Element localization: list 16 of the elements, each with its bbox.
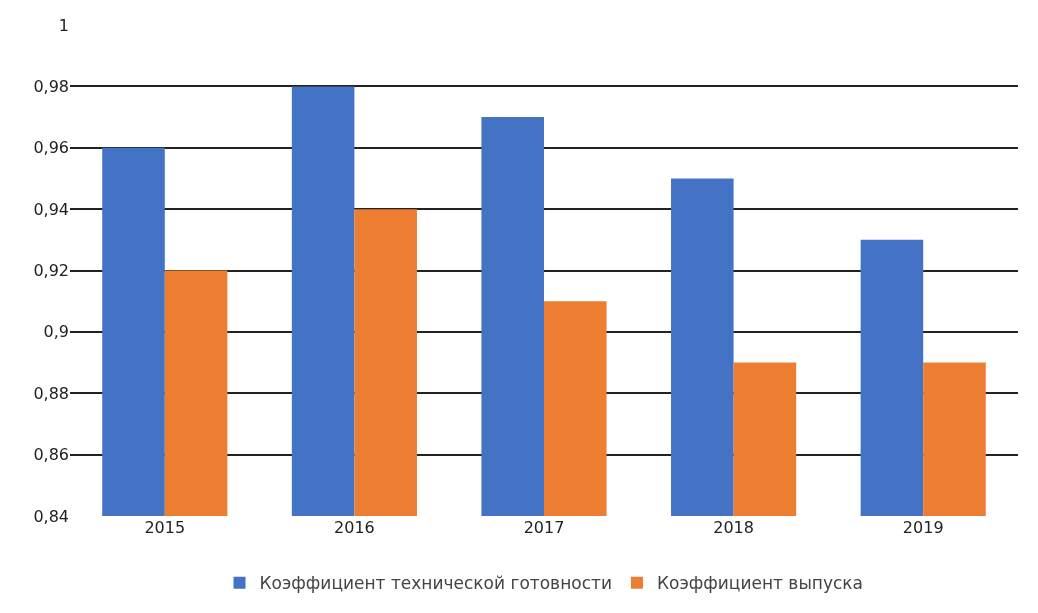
x-tick-label: 2017 (523, 518, 565, 537)
y-tick-label: 0,9 (43, 322, 69, 342)
y-tick-label: 1 (58, 15, 69, 35)
x-tick-label: 2018 (713, 518, 754, 537)
y-tick-label: 0,96 (33, 138, 69, 158)
y-tick-label: 0,92 (33, 261, 69, 281)
y-tick-label: 0,84 (33, 506, 69, 526)
x-tick-label: 2015 (144, 518, 186, 537)
y-tick-label: 0,88 (33, 383, 69, 403)
legend-label: Коэффициент технической готовности (259, 573, 612, 594)
y-tick-label: 0,86 (33, 445, 69, 465)
y-tick-label: 0,94 (33, 199, 69, 219)
x-tick-label: 2016 (334, 518, 375, 537)
y-tick-label: 0,98 (33, 76, 69, 96)
legend-label: Коэффициент выпуска (656, 573, 864, 594)
x-tick-label: 2019 (902, 518, 944, 537)
